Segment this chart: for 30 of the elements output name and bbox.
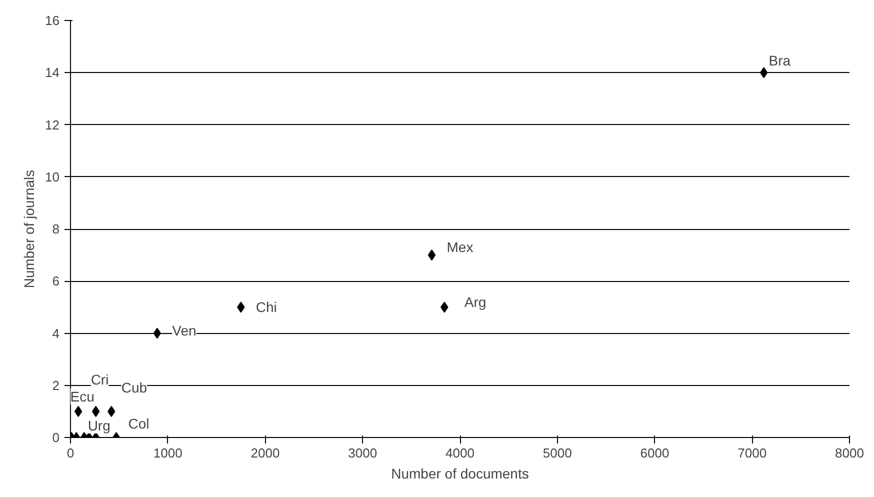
y-tick-label: 0 <box>52 430 60 445</box>
annotation: Arg <box>464 294 486 310</box>
x-tick-label: 0 <box>66 446 74 460</box>
x-axis-title: Number of documents <box>391 466 529 482</box>
y-tick-label: 8 <box>52 222 60 236</box>
x-tick-label: 1000 <box>153 446 182 460</box>
x-tick-label: 4000 <box>446 446 474 460</box>
y-axis-title: Number of journals <box>21 170 38 288</box>
annotation: Ecu <box>70 388 94 404</box>
x-tick-label: 2000 <box>250 446 280 460</box>
y-tick-label: 4 <box>52 326 60 341</box>
x-tick-label: 3000 <box>348 446 378 460</box>
annotation: Urg <box>88 418 110 434</box>
y-tick-label: 12 <box>45 117 60 132</box>
annotation: Ven <box>172 322 196 338</box>
annotation: Chi <box>256 299 277 316</box>
annotation: Mex <box>446 239 474 256</box>
y-tick-label: 16 <box>45 13 60 28</box>
x-tick-label: 6000 <box>640 446 670 460</box>
annotation: Bra <box>768 52 791 69</box>
y-tick-label: 14 <box>45 65 60 80</box>
x-tick-label: 8000 <box>835 446 864 460</box>
x-tick-label: 7000 <box>738 446 767 460</box>
annotation: Cri <box>90 371 109 388</box>
annotation: Col <box>128 416 150 432</box>
annotation: Cub <box>121 379 148 396</box>
y-tick-label: 6 <box>52 274 60 289</box>
x-tick-label: 5000 <box>542 446 572 460</box>
y-tick-label: 2 <box>52 378 60 393</box>
y-tick-label: 10 <box>45 169 60 184</box>
